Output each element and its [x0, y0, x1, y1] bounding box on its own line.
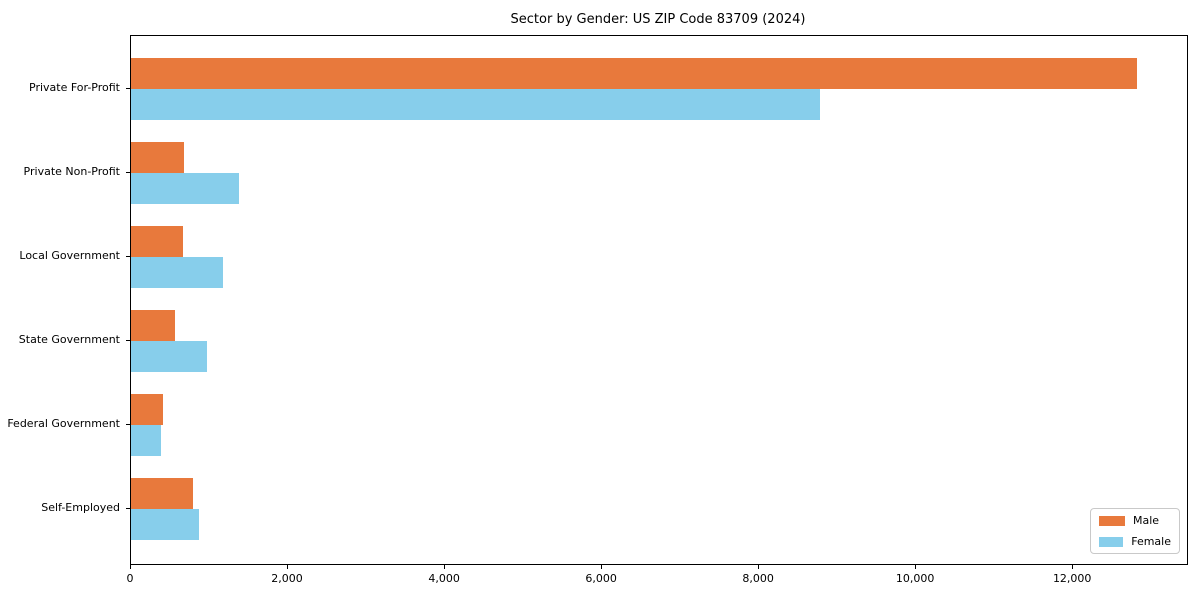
- bar-male-private-for-profit: [131, 58, 1137, 89]
- bar-male-federal-government: [131, 394, 163, 425]
- legend-entry-female: Female: [1099, 536, 1171, 547]
- x-axis-tick-label: 8,000: [742, 572, 774, 585]
- y-axis-tick: [126, 424, 130, 425]
- x-axis-tick: [286, 565, 288, 569]
- x-axis-tick-label: 10,000: [895, 572, 935, 585]
- x-axis-tick-label: 6,000: [585, 572, 617, 585]
- x-axis-tick: [129, 565, 131, 569]
- y-axis-label-self-employed: Self-Employed: [41, 501, 120, 514]
- y-axis-label-private-for-profit: Private For-Profit: [29, 81, 120, 94]
- x-axis-tick: [757, 565, 759, 569]
- y-axis-tick: [126, 340, 130, 341]
- x-axis-tick: [914, 565, 916, 569]
- bar-male-state-government: [131, 310, 176, 341]
- y-axis-tick: [126, 508, 130, 509]
- y-axis-label-private-non-profit: Private Non-Profit: [23, 165, 120, 178]
- y-axis-tick: [126, 88, 130, 89]
- x-axis-tick-label: 0: [126, 572, 134, 585]
- bar-female-private-for-profit: [131, 89, 820, 120]
- bar-female-federal-government: [131, 425, 161, 456]
- chart-title: Sector by Gender: US ZIP Code 83709 (202…: [510, 12, 806, 27]
- legend: Male Female: [1090, 508, 1180, 554]
- y-axis-tick: [126, 256, 130, 257]
- x-axis-tick: [1071, 565, 1073, 569]
- legend-label-female: Female: [1131, 535, 1171, 548]
- plot-area: [130, 35, 1188, 565]
- bar-female-local-government: [131, 257, 224, 288]
- y-axis-tick: [126, 172, 130, 173]
- x-axis-tick-label: 4,000: [428, 572, 460, 585]
- legend-label-male: Male: [1133, 514, 1160, 527]
- y-axis-label-federal-government: Federal Government: [7, 417, 120, 430]
- female-swatch: [1099, 536, 1124, 547]
- bar-male-local-government: [131, 226, 183, 257]
- x-axis-tick-label: 2,000: [271, 572, 303, 585]
- y-axis-label-state-government: State Government: [18, 333, 120, 346]
- legend-entry-male: Male: [1099, 515, 1171, 526]
- bar-female-state-government: [131, 341, 208, 372]
- y-axis-label-local-government: Local Government: [19, 249, 120, 262]
- bar-female-self-employed: [131, 509, 200, 540]
- bar-male-private-non-profit: [131, 142, 184, 173]
- bar-male-self-employed: [131, 478, 193, 509]
- bar-female-private-non-profit: [131, 173, 240, 204]
- x-axis-tick: [443, 565, 445, 569]
- male-swatch: [1099, 515, 1125, 526]
- x-axis-tick-label: 12,000: [1052, 572, 1092, 585]
- x-axis-tick: [600, 565, 602, 569]
